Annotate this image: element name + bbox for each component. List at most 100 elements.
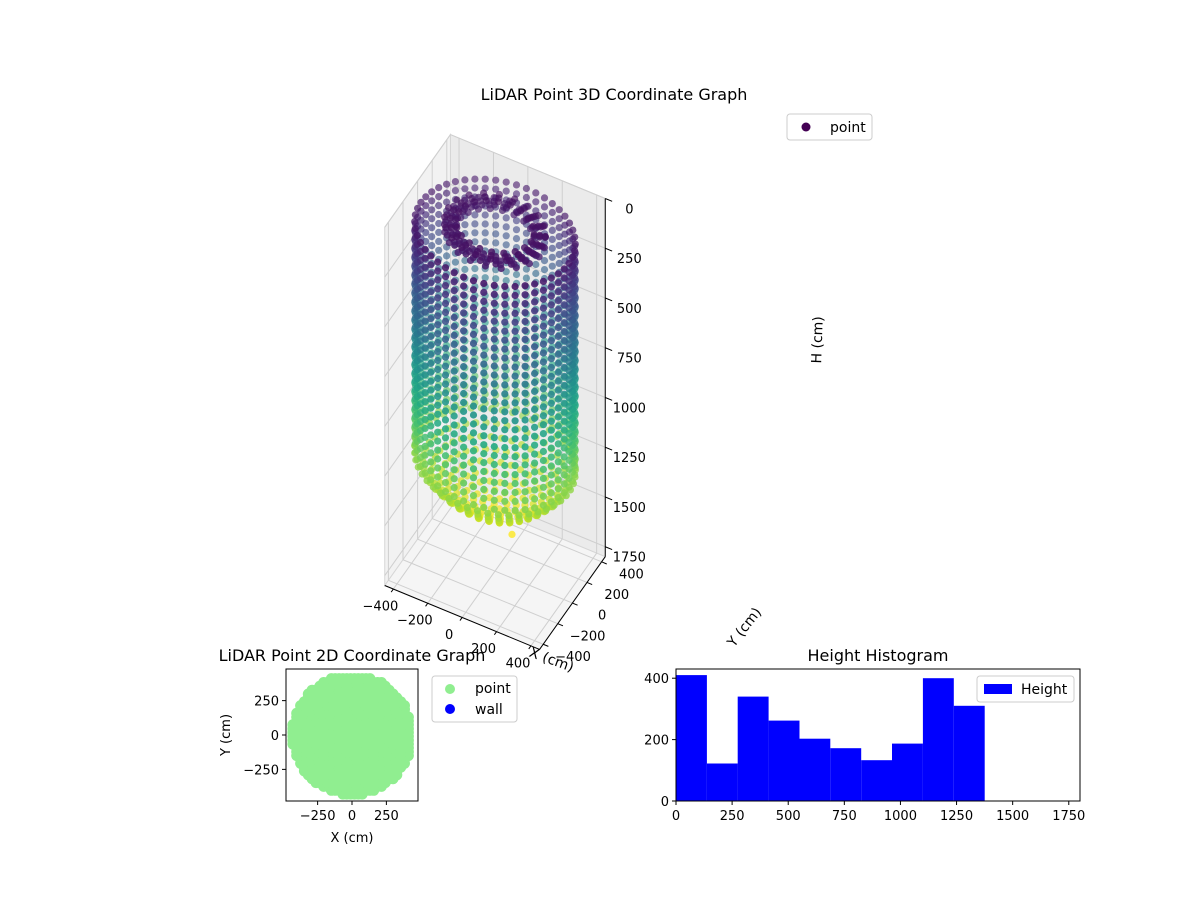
- point-3d: [555, 224, 563, 232]
- chart-2d-points: [287, 673, 414, 800]
- point-3d: [450, 304, 458, 313]
- point-3d: [469, 286, 478, 294]
- point-3d: [531, 369, 539, 378]
- point-3d: [441, 380, 450, 388]
- point-3d: [469, 483, 478, 491]
- tick-label-hist-y: 200: [644, 734, 669, 749]
- tick-label-hist-x: 1500: [996, 809, 1029, 824]
- point-3d: [539, 286, 548, 294]
- point-3d: [521, 335, 529, 343]
- tick-label-x: 200: [471, 642, 496, 657]
- point-3d: [480, 476, 488, 485]
- point-3d: [539, 483, 548, 491]
- point-3d: [531, 325, 539, 333]
- point-3d: [421, 308, 429, 316]
- point-3d: [555, 241, 563, 250]
- point-3d: [511, 345, 519, 353]
- point-3d: [469, 456, 478, 464]
- point-3d: [480, 324, 488, 332]
- point-3d: [490, 443, 498, 451]
- point-3d: [481, 175, 489, 183]
- point-3d: [512, 181, 521, 189]
- point-3d: [434, 258, 442, 266]
- point-3d: [469, 474, 478, 482]
- point-3d: [450, 358, 458, 366]
- point-3d: [490, 299, 498, 307]
- point-3d: [525, 214, 533, 222]
- point-3d: [531, 378, 539, 387]
- point-3d: [450, 340, 458, 348]
- point-3d: [435, 184, 443, 192]
- point-3d: [511, 309, 519, 317]
- histogram-legend: Height: [976, 675, 1075, 703]
- point-3d: [547, 498, 555, 506]
- point-3d: [531, 495, 539, 503]
- point-3d: [547, 310, 555, 318]
- point-3d: [501, 461, 509, 470]
- point-3d: [469, 366, 478, 374]
- point-3d: [490, 398, 498, 406]
- histogram-bar: [953, 705, 985, 801]
- point-3d: [441, 461, 450, 469]
- point-3d: [531, 468, 539, 476]
- point-3d: [443, 189, 451, 197]
- point-3d: [548, 235, 556, 243]
- point-3d: [443, 252, 451, 260]
- point-3d: [539, 447, 548, 456]
- point-3d: [560, 363, 568, 371]
- grid-y-floor: [417, 538, 573, 604]
- point-3d: [450, 457, 458, 465]
- point-3d: [471, 175, 479, 183]
- point-3d: [422, 193, 430, 201]
- point-3d: [471, 211, 479, 219]
- tick-z: [605, 198, 613, 202]
- point-3d: [531, 486, 539, 494]
- point-3d: [471, 265, 479, 273]
- point-3d: [554, 306, 562, 314]
- tick-label-hist-y: 0: [661, 795, 669, 810]
- point-3d: [521, 282, 529, 290]
- point-3d: [469, 357, 478, 365]
- point-3d: [521, 344, 529, 352]
- point-3d: [531, 316, 539, 324]
- point-3d: [547, 453, 555, 461]
- chart-3d-zlabel: H (cm): [809, 316, 827, 364]
- chart-2d-legend: point wall: [431, 675, 518, 723]
- point-3d: [547, 399, 555, 407]
- point-3d: [490, 344, 498, 352]
- point-3d: [501, 327, 509, 335]
- point-3d: [490, 505, 498, 513]
- point-3d: [421, 290, 429, 298]
- point-3d: [441, 290, 450, 299]
- point-3d: [441, 416, 450, 424]
- point-3d: [531, 459, 539, 467]
- point-3d: [450, 430, 458, 438]
- point-3d: [480, 423, 488, 431]
- point-3d: [571, 247, 579, 255]
- point-3d: [435, 228, 443, 236]
- point-3d: [460, 318, 468, 326]
- point-3d: [547, 462, 555, 470]
- chart-3d-legend-box: [786, 113, 873, 141]
- point-3d: [560, 310, 568, 318]
- point-3d: [554, 422, 562, 430]
- point-3d: [490, 416, 498, 424]
- point-3d: [560, 292, 568, 300]
- tick-label-z: 750: [617, 352, 642, 367]
- histogram-bar: [706, 763, 738, 801]
- point-3d: [511, 300, 519, 308]
- point-3d: [539, 474, 548, 482]
- point-3d: [480, 414, 488, 422]
- point-3d: [469, 339, 478, 347]
- chart-2d-legend-marker-point: [445, 684, 455, 694]
- point-3d: [501, 381, 509, 389]
- point-3d: [435, 219, 443, 228]
- point-3d: [532, 269, 540, 278]
- point-3d: [548, 253, 556, 261]
- point-3d: [428, 224, 436, 232]
- point-3d: [490, 335, 498, 343]
- point-3d: [532, 260, 540, 269]
- point-3d: [560, 381, 568, 389]
- point-3d: [434, 419, 442, 427]
- point-3d: [511, 327, 519, 335]
